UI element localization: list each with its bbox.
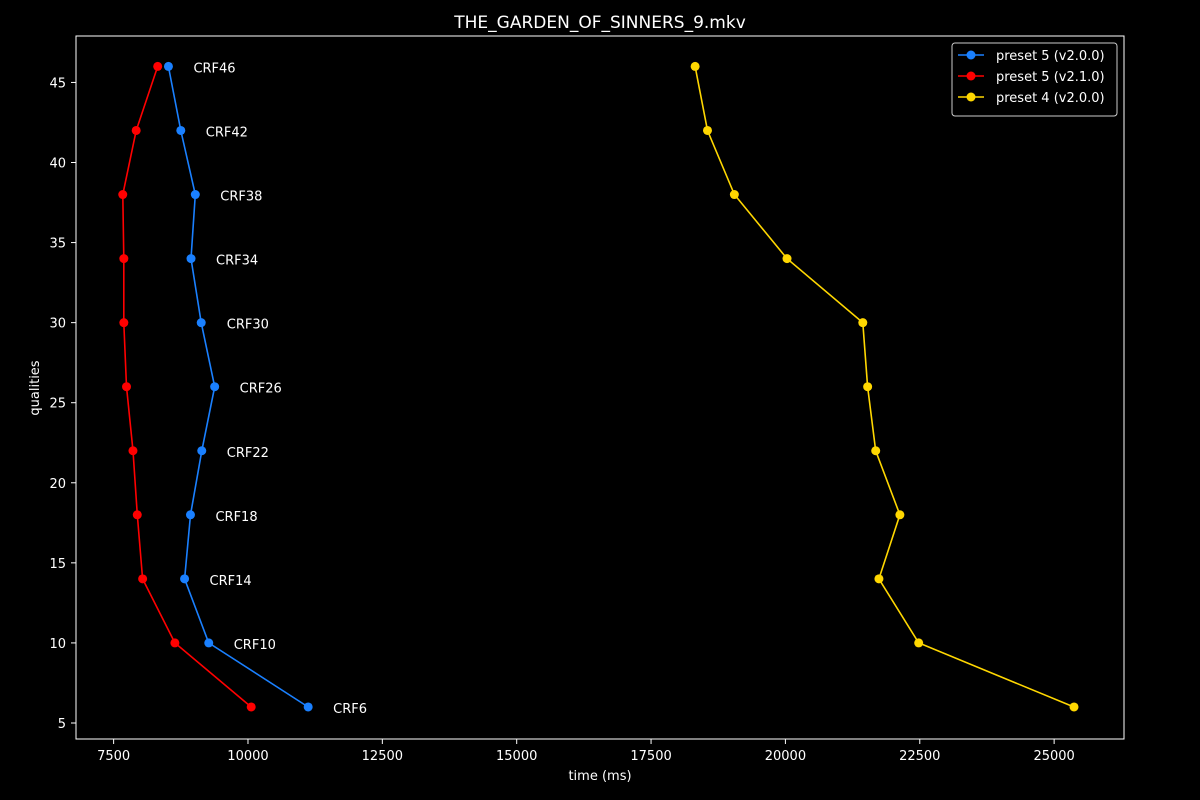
x-tick-label: 25000 <box>1033 749 1074 764</box>
y-tick-label: 45 <box>49 76 66 91</box>
legend-item: preset 4 (v2.0.0) <box>958 91 1105 106</box>
crf-annotation: CRF22 <box>227 446 269 461</box>
x-tick-label: 22500 <box>899 749 940 764</box>
crf-annotation: CRF10 <box>234 638 276 653</box>
data-point <box>185 510 195 520</box>
data-point <box>895 510 905 520</box>
y-tick-label: 5 <box>58 717 66 732</box>
x-tick-label: 7500 <box>97 749 130 764</box>
data-point <box>119 254 129 264</box>
legend-label: preset 5 (v2.0.0) <box>996 49 1105 64</box>
crf-annotation: CRF18 <box>215 510 257 525</box>
data-point <box>170 638 180 648</box>
crf-annotation: CRF38 <box>220 190 262 205</box>
legend: preset 5 (v2.0.0) preset 5 (v2.1.0) preset… <box>951 42 1118 117</box>
data-point <box>118 190 128 200</box>
x-tick-label: 15000 <box>496 749 537 764</box>
data-point <box>176 125 186 135</box>
legend-label: preset 4 (v2.0.0) <box>996 91 1105 106</box>
data-point <box>132 510 142 520</box>
data-point <box>196 318 206 328</box>
y-tick-label: 25 <box>49 397 66 412</box>
data-point <box>874 574 884 584</box>
plot-frame <box>75 35 1125 740</box>
data-point <box>190 190 200 200</box>
data-point <box>863 382 873 392</box>
crf-annotation: CRF42 <box>206 125 248 140</box>
data-point <box>210 382 220 392</box>
legend-marker <box>966 71 976 81</box>
crf-annotation: CRF34 <box>216 254 258 269</box>
data-point <box>1069 702 1079 712</box>
y-tick-label: 35 <box>49 237 66 252</box>
data-point <box>186 254 196 264</box>
data-point <box>153 61 163 71</box>
crf-annotation: CRF46 <box>193 61 235 76</box>
x-tick-label: 17500 <box>630 749 671 764</box>
x-tick-label: 20000 <box>765 749 806 764</box>
crf-annotation: CRF26 <box>240 382 282 397</box>
legend-box <box>951 42 1118 117</box>
data-point <box>197 446 207 456</box>
data-point <box>303 702 313 712</box>
data-point <box>246 702 256 712</box>
data-point <box>702 125 712 135</box>
series-1 <box>163 61 313 712</box>
data-point <box>782 254 792 264</box>
data-point <box>163 61 173 71</box>
data-point <box>729 190 739 200</box>
x-tick-label: 10000 <box>227 749 268 764</box>
legend-item: preset 5 (v2.1.0) <box>958 70 1105 85</box>
y-tick-label: 40 <box>49 157 66 172</box>
data-point <box>122 382 132 392</box>
legend-marker <box>966 50 976 60</box>
legend-item: preset 5 (v2.0.0) <box>958 49 1105 64</box>
plot-area: 7500 10000 12500 15000 17500 20000 22500 25000 5… <box>49 35 1125 764</box>
y-tick-label: 30 <box>49 317 66 332</box>
data-point <box>858 318 868 328</box>
y-axis-label: qualities <box>28 360 43 415</box>
x-tick-label: 12500 <box>362 749 403 764</box>
data-point <box>871 446 881 456</box>
x-axis-label: time (ms) <box>568 769 631 784</box>
data-point <box>690 61 700 71</box>
legend-marker <box>966 92 976 102</box>
crf-annotation: CRF30 <box>227 318 269 333</box>
data-point <box>138 574 148 584</box>
crf-annotation: CRF6 <box>333 702 367 717</box>
series-2 <box>118 61 256 712</box>
y-tick-label: 15 <box>49 557 66 572</box>
crf-annotation: CRF14 <box>210 574 252 589</box>
data-point <box>914 638 924 648</box>
chart-title: THE_GARDEN_OF_SINNERS_9.mkv <box>453 13 746 33</box>
data-point <box>204 638 214 648</box>
data-point <box>128 446 138 456</box>
data-point <box>180 574 190 584</box>
y-tick-label: 20 <box>49 477 66 492</box>
y-tick-label: 10 <box>49 637 66 652</box>
data-point <box>119 318 129 328</box>
series-3 <box>690 61 1079 712</box>
data-point <box>131 125 141 135</box>
legend-label: preset 5 (v2.1.0) <box>996 70 1105 85</box>
